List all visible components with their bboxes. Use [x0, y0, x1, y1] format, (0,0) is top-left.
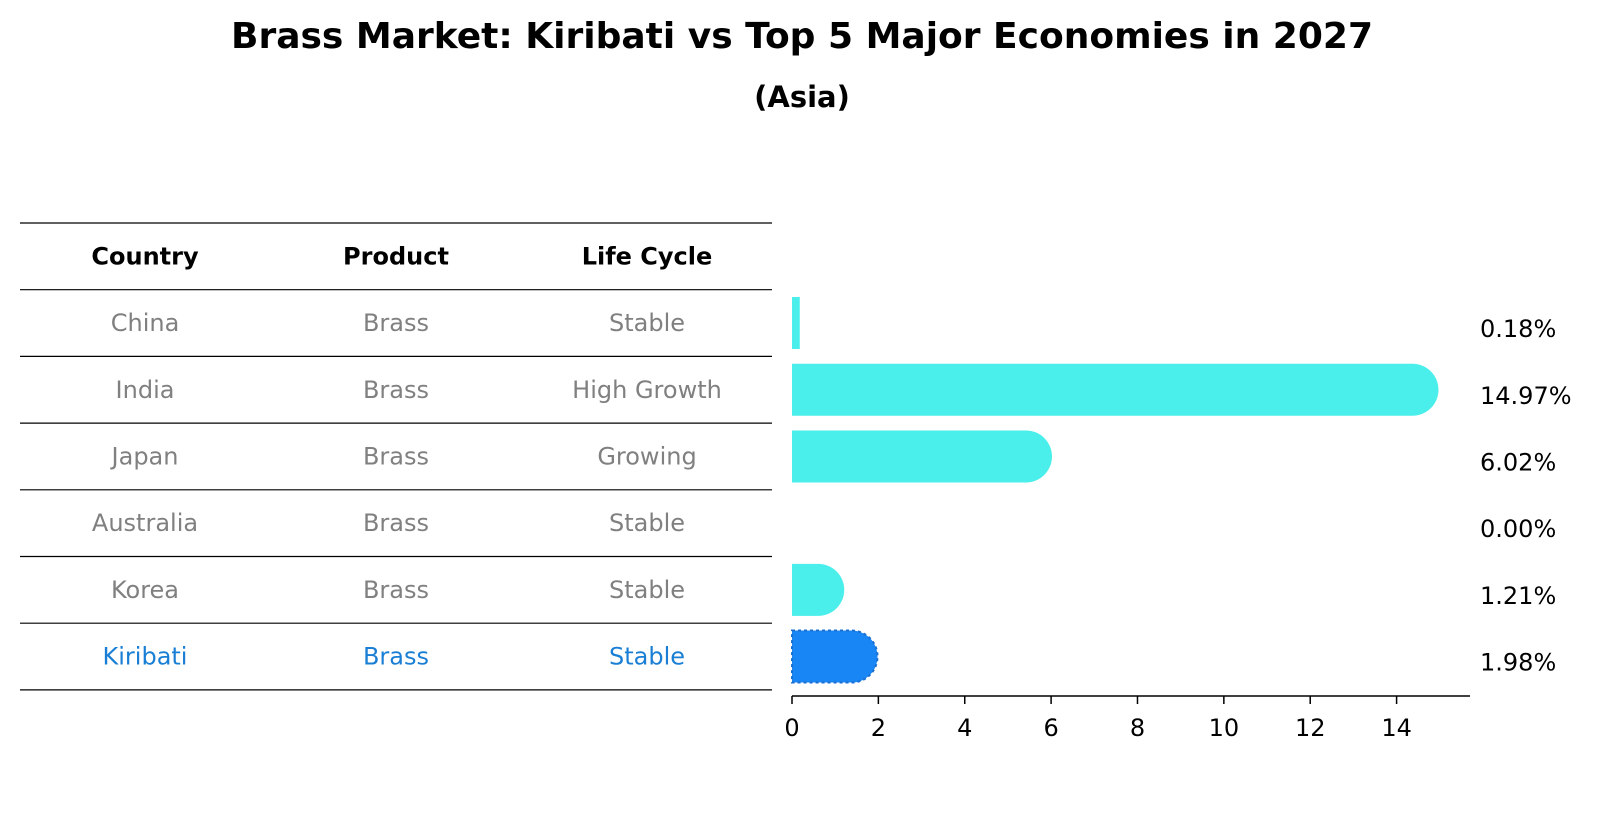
bar-china: [792, 297, 800, 350]
x-tick-label: 4: [957, 714, 972, 742]
table-header-cell: Product: [343, 242, 449, 270]
table-cell: China: [111, 309, 180, 337]
x-tick-label: 2: [871, 714, 886, 742]
table-cell: Brass: [363, 576, 429, 604]
table-cell: Brass: [363, 442, 429, 470]
chart-subtitle: (Asia): [754, 80, 850, 114]
table-cell: Brass: [363, 643, 429, 671]
table-cell: Australia: [92, 509, 198, 537]
bar-kiribati: [791, 629, 879, 684]
table-cell: Stable: [609, 509, 685, 537]
table-cell: Growing: [597, 442, 696, 470]
data-label: 0.00%: [1480, 515, 1556, 543]
x-tick-label: 8: [1130, 714, 1145, 742]
table-cell: Stable: [609, 309, 685, 337]
table-cell: High Growth: [572, 376, 722, 404]
data-label: 0.18%: [1480, 315, 1556, 343]
chart-title: Brass Market: Kiribati vs Top 5 Major Ec…: [231, 16, 1373, 57]
table-cell: Brass: [363, 376, 429, 404]
table-cell: Stable: [609, 576, 685, 604]
bar-korea: [792, 563, 845, 616]
table-cell: Stable: [609, 643, 685, 671]
x-tick-label: 0: [784, 714, 799, 742]
table-cell: Brass: [363, 509, 429, 537]
x-tick-label: 6: [1043, 714, 1058, 742]
table-cell: Kiribati: [103, 643, 188, 671]
bar-india: [792, 363, 1439, 416]
x-tick-label: 12: [1295, 714, 1326, 742]
data-label: 6.02%: [1480, 448, 1556, 476]
x-tick-label: 10: [1209, 714, 1240, 742]
table-header-cell: Country: [91, 242, 199, 270]
table-header-cell: Life Cycle: [582, 242, 713, 270]
x-tick-label: 14: [1381, 714, 1412, 742]
table-cell: Brass: [363, 309, 429, 337]
table-cell: India: [116, 376, 175, 404]
data-label: 1.21%: [1480, 582, 1556, 610]
data-label: 14.97%: [1480, 382, 1572, 410]
table-cell: Korea: [111, 576, 179, 604]
data-label: 1.98%: [1480, 649, 1556, 677]
table-cell: Japan: [110, 442, 179, 470]
bar-japan: [792, 430, 1052, 483]
